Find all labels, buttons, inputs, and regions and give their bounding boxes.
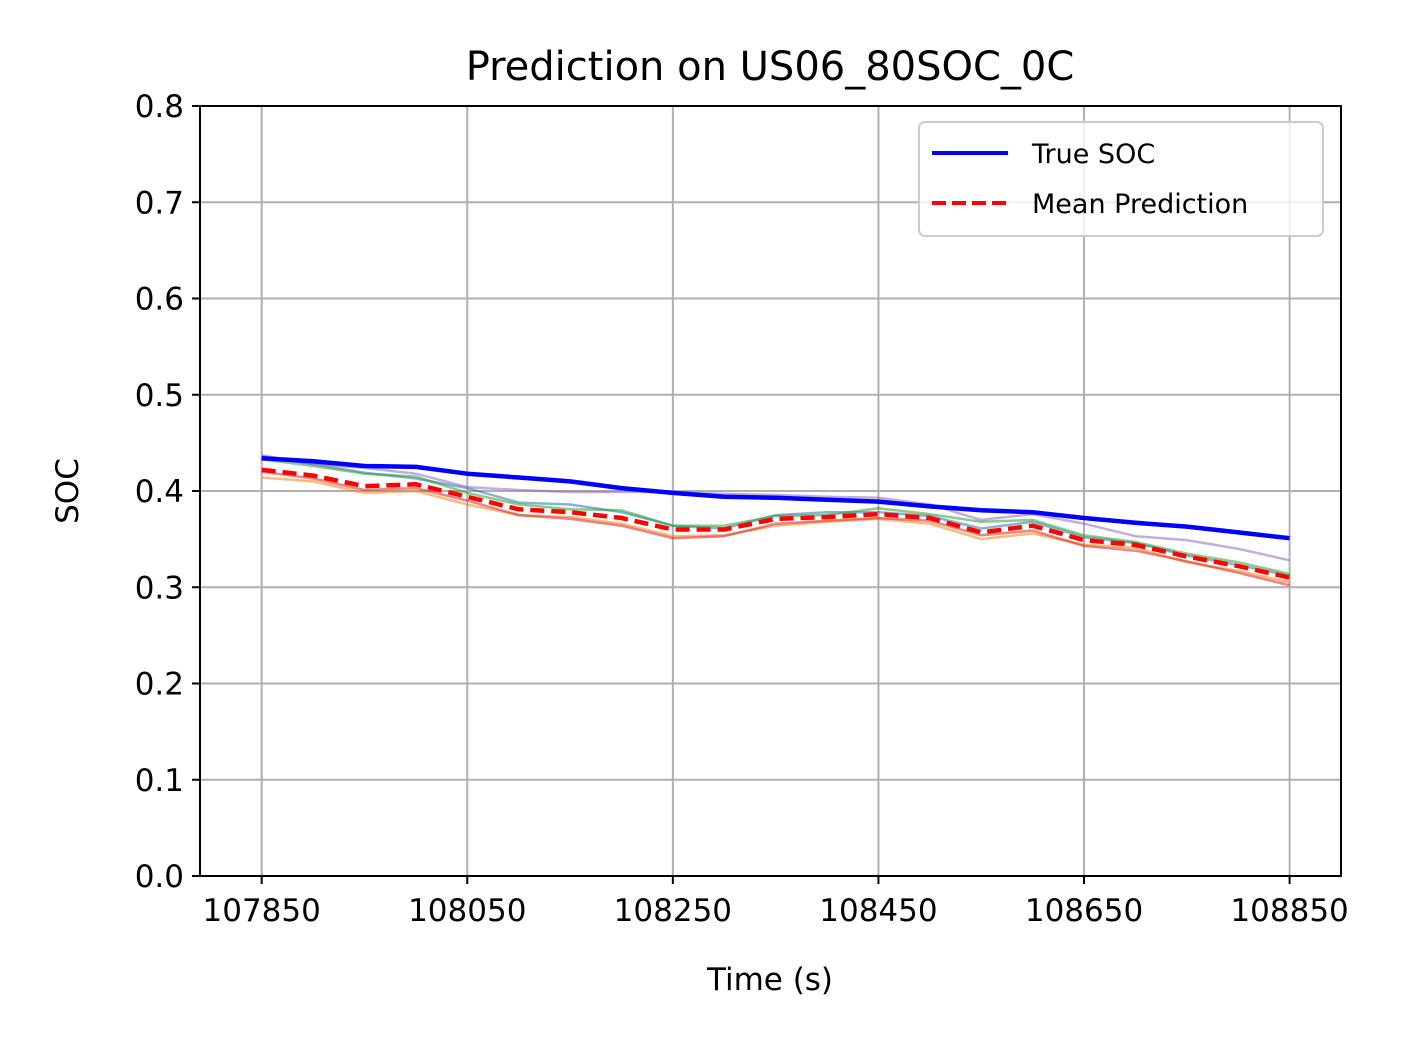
x-tick-label: 108050	[408, 893, 526, 929]
x-tick-label: 108650	[1025, 893, 1143, 929]
y-tick-label: 0.7	[135, 185, 184, 221]
legend-box	[918, 121, 1324, 237]
ensemble-member-line-5	[261, 454, 1290, 562]
y-tick-label: 0.5	[135, 378, 184, 414]
y-tick-label: 0.6	[135, 282, 184, 318]
y-tick-label: 0.2	[135, 667, 184, 703]
axis-ticks: 107850 108050 108250 108450 108650 108850 0.0 0…	[135, 89, 1349, 929]
ensemble-member-line-3	[261, 457, 1290, 576]
x-tick-label: 108450	[819, 893, 937, 929]
y-tick-label: 0.3	[135, 570, 184, 606]
legend: True SOC Mean Prediction	[918, 121, 1324, 237]
x-axis-label: Time (s)	[706, 962, 833, 998]
true-soc-line	[261, 456, 1290, 541]
x-tick-label: 107850	[203, 893, 321, 929]
x-tick-label: 108850	[1230, 893, 1348, 929]
y-tick-label: 0.8	[135, 89, 184, 125]
chart-title: Prediction on US06_80SOC_0C	[466, 44, 1075, 90]
x-tick-label: 108250	[614, 893, 732, 929]
legend-mean-prediction-label: Mean Prediction	[1032, 189, 1248, 220]
mean-prediction-line	[261, 467, 1291, 580]
y-axis-label: SOC	[50, 458, 86, 524]
legend-true-soc-label: True SOC	[1031, 139, 1155, 170]
y-tick-label: 0.1	[135, 763, 184, 799]
y-tick-label: 0.4	[135, 474, 184, 510]
y-tick-label: 0.0	[135, 859, 184, 895]
ensemble-member-line-4	[261, 470, 1290, 587]
plot-lines	[261, 454, 1291, 587]
ensemble-member-line-2	[261, 476, 1290, 584]
